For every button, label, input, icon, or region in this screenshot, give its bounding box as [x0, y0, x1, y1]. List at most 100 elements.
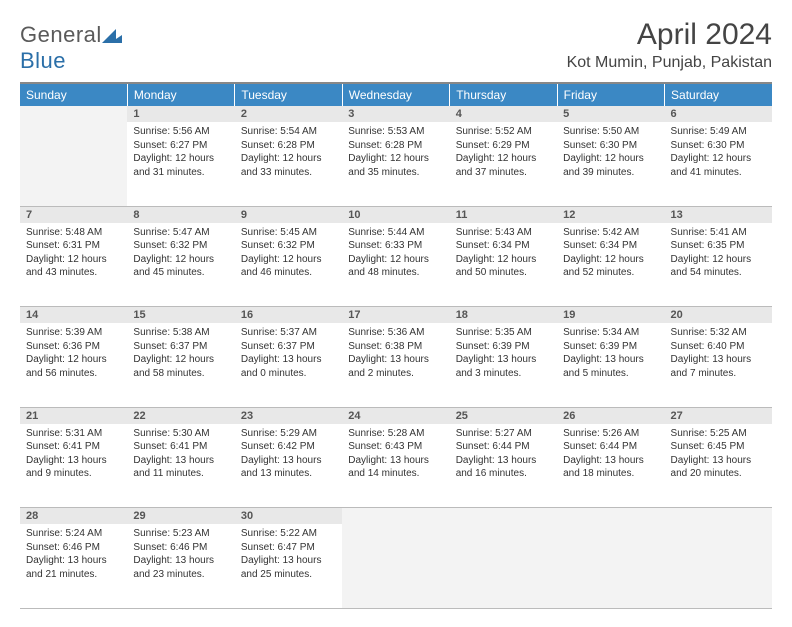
day-details: Sunrise: 5:22 AMSunset: 6:47 PMDaylight:…	[235, 524, 342, 587]
day-cell: Sunrise: 5:27 AMSunset: 6:44 PMDaylight:…	[450, 424, 557, 508]
day-details: Sunrise: 5:49 AMSunset: 6:30 PMDaylight:…	[665, 122, 772, 185]
month-title: April 2024	[567, 18, 772, 52]
day-details: Sunrise: 5:45 AMSunset: 6:32 PMDaylight:…	[235, 223, 342, 286]
day-number-cell: 23	[235, 407, 342, 424]
day-cell: Sunrise: 5:38 AMSunset: 6:37 PMDaylight:…	[127, 323, 234, 407]
day-details: Sunrise: 5:54 AMSunset: 6:28 PMDaylight:…	[235, 122, 342, 185]
day-cell: Sunrise: 5:22 AMSunset: 6:47 PMDaylight:…	[235, 524, 342, 608]
day-details: Sunrise: 5:47 AMSunset: 6:32 PMDaylight:…	[127, 223, 234, 286]
day-cell: Sunrise: 5:53 AMSunset: 6:28 PMDaylight:…	[342, 122, 449, 206]
header: General Blue April 2024 Kot Mumin, Punja…	[20, 18, 772, 74]
day-cell: Sunrise: 5:45 AMSunset: 6:32 PMDaylight:…	[235, 223, 342, 307]
day-number-cell: 15	[127, 307, 234, 324]
day-number-cell: 18	[450, 307, 557, 324]
day-number-cell: 14	[20, 307, 127, 324]
day-number-cell: 8	[127, 206, 234, 223]
day-cell: Sunrise: 5:25 AMSunset: 6:45 PMDaylight:…	[665, 424, 772, 508]
day-number-cell: 26	[557, 407, 664, 424]
weekday-header: Saturday	[665, 83, 772, 106]
day-cell	[450, 524, 557, 608]
daynum-row: 123456	[20, 106, 772, 122]
day-cell	[557, 524, 664, 608]
day-cell: Sunrise: 5:50 AMSunset: 6:30 PMDaylight:…	[557, 122, 664, 206]
day-cell: Sunrise: 5:31 AMSunset: 6:41 PMDaylight:…	[20, 424, 127, 508]
day-number-cell: 3	[342, 106, 449, 122]
daynum-row: 282930	[20, 508, 772, 525]
daynum-row: 78910111213	[20, 206, 772, 223]
weekday-header: Tuesday	[235, 83, 342, 106]
day-details: Sunrise: 5:52 AMSunset: 6:29 PMDaylight:…	[450, 122, 557, 185]
weekday-header: Wednesday	[342, 83, 449, 106]
logo-swoosh-icon	[102, 27, 122, 45]
day-details: Sunrise: 5:24 AMSunset: 6:46 PMDaylight:…	[20, 524, 127, 587]
day-details: Sunrise: 5:42 AMSunset: 6:34 PMDaylight:…	[557, 223, 664, 286]
day-number-cell: 9	[235, 206, 342, 223]
day-number-cell	[342, 508, 449, 525]
day-cell: Sunrise: 5:42 AMSunset: 6:34 PMDaylight:…	[557, 223, 664, 307]
day-details: Sunrise: 5:23 AMSunset: 6:46 PMDaylight:…	[127, 524, 234, 587]
day-cell	[20, 122, 127, 206]
day-details: Sunrise: 5:25 AMSunset: 6:45 PMDaylight:…	[665, 424, 772, 487]
day-number-cell: 11	[450, 206, 557, 223]
calendar-body: 123456Sunrise: 5:56 AMSunset: 6:27 PMDay…	[20, 106, 772, 608]
logo-word-1: General	[20, 22, 102, 47]
day-number-cell: 1	[127, 106, 234, 122]
day-number-cell: 13	[665, 206, 772, 223]
day-cell: Sunrise: 5:41 AMSunset: 6:35 PMDaylight:…	[665, 223, 772, 307]
day-cell: Sunrise: 5:30 AMSunset: 6:41 PMDaylight:…	[127, 424, 234, 508]
day-details: Sunrise: 5:39 AMSunset: 6:36 PMDaylight:…	[20, 323, 127, 386]
day-details: Sunrise: 5:48 AMSunset: 6:31 PMDaylight:…	[20, 223, 127, 286]
day-number-cell: 21	[20, 407, 127, 424]
calendar-head: SundayMondayTuesdayWednesdayThursdayFrid…	[20, 83, 772, 106]
day-cell: Sunrise: 5:48 AMSunset: 6:31 PMDaylight:…	[20, 223, 127, 307]
logo-text: General Blue	[20, 22, 122, 74]
day-number-cell: 5	[557, 106, 664, 122]
day-cell: Sunrise: 5:52 AMSunset: 6:29 PMDaylight:…	[450, 122, 557, 206]
day-number-cell	[20, 106, 127, 122]
day-number-cell: 24	[342, 407, 449, 424]
day-cell: Sunrise: 5:44 AMSunset: 6:33 PMDaylight:…	[342, 223, 449, 307]
day-details: Sunrise: 5:41 AMSunset: 6:35 PMDaylight:…	[665, 223, 772, 286]
day-details: Sunrise: 5:29 AMSunset: 6:42 PMDaylight:…	[235, 424, 342, 487]
day-details: Sunrise: 5:32 AMSunset: 6:40 PMDaylight:…	[665, 323, 772, 386]
day-cell: Sunrise: 5:37 AMSunset: 6:37 PMDaylight:…	[235, 323, 342, 407]
calendar-page: General Blue April 2024 Kot Mumin, Punja…	[0, 0, 792, 627]
day-cell: Sunrise: 5:29 AMSunset: 6:42 PMDaylight:…	[235, 424, 342, 508]
day-cell: Sunrise: 5:39 AMSunset: 6:36 PMDaylight:…	[20, 323, 127, 407]
day-number-cell: 28	[20, 508, 127, 525]
day-number-cell: 7	[20, 206, 127, 223]
day-details: Sunrise: 5:53 AMSunset: 6:28 PMDaylight:…	[342, 122, 449, 185]
day-details: Sunrise: 5:43 AMSunset: 6:34 PMDaylight:…	[450, 223, 557, 286]
day-number-cell: 20	[665, 307, 772, 324]
day-details: Sunrise: 5:44 AMSunset: 6:33 PMDaylight:…	[342, 223, 449, 286]
day-details: Sunrise: 5:37 AMSunset: 6:37 PMDaylight:…	[235, 323, 342, 386]
day-number-cell: 19	[557, 307, 664, 324]
day-details: Sunrise: 5:50 AMSunset: 6:30 PMDaylight:…	[557, 122, 664, 185]
daynum-row: 14151617181920	[20, 307, 772, 324]
day-number-cell: 30	[235, 508, 342, 525]
calendar-table: SundayMondayTuesdayWednesdayThursdayFrid…	[20, 82, 772, 609]
day-cell: Sunrise: 5:24 AMSunset: 6:46 PMDaylight:…	[20, 524, 127, 608]
day-number-cell: 29	[127, 508, 234, 525]
day-cell: Sunrise: 5:43 AMSunset: 6:34 PMDaylight:…	[450, 223, 557, 307]
day-details: Sunrise: 5:35 AMSunset: 6:39 PMDaylight:…	[450, 323, 557, 386]
day-number-cell: 2	[235, 106, 342, 122]
weekday-header: Friday	[557, 83, 664, 106]
day-details: Sunrise: 5:26 AMSunset: 6:44 PMDaylight:…	[557, 424, 664, 487]
day-number-cell	[450, 508, 557, 525]
day-cell: Sunrise: 5:28 AMSunset: 6:43 PMDaylight:…	[342, 424, 449, 508]
weekday-header: Sunday	[20, 83, 127, 106]
day-cell: Sunrise: 5:26 AMSunset: 6:44 PMDaylight:…	[557, 424, 664, 508]
week-row: Sunrise: 5:24 AMSunset: 6:46 PMDaylight:…	[20, 524, 772, 608]
day-cell: Sunrise: 5:54 AMSunset: 6:28 PMDaylight:…	[235, 122, 342, 206]
weekday-row: SundayMondayTuesdayWednesdayThursdayFrid…	[20, 83, 772, 106]
weekday-header: Thursday	[450, 83, 557, 106]
day-number-cell: 10	[342, 206, 449, 223]
day-cell: Sunrise: 5:23 AMSunset: 6:46 PMDaylight:…	[127, 524, 234, 608]
day-cell	[342, 524, 449, 608]
day-number-cell: 22	[127, 407, 234, 424]
day-cell: Sunrise: 5:47 AMSunset: 6:32 PMDaylight:…	[127, 223, 234, 307]
day-number-cell: 17	[342, 307, 449, 324]
day-cell: Sunrise: 5:36 AMSunset: 6:38 PMDaylight:…	[342, 323, 449, 407]
day-details: Sunrise: 5:31 AMSunset: 6:41 PMDaylight:…	[20, 424, 127, 487]
